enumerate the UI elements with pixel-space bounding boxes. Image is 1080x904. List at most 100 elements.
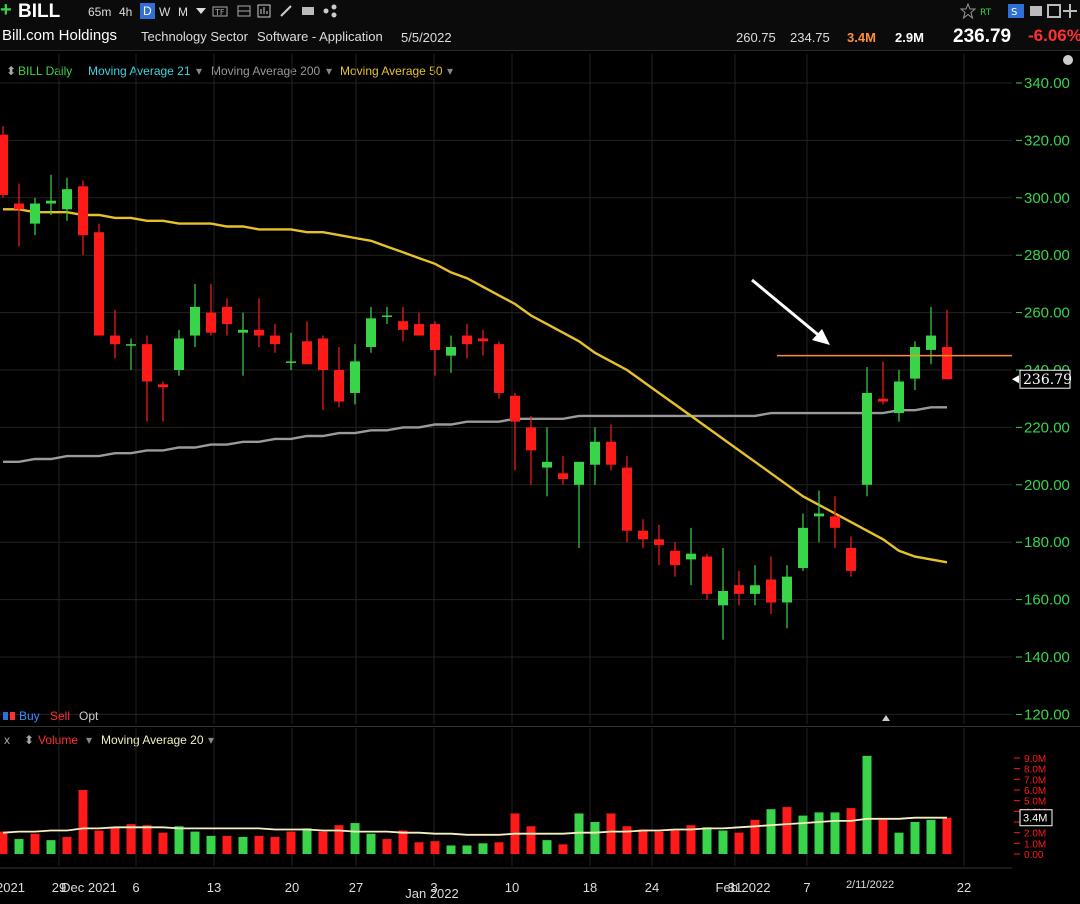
buy-button[interactable]: Buy: [19, 709, 40, 723]
candle-body-5: [78, 186, 88, 236]
x-axis-label-7: Jan 2022: [405, 886, 459, 901]
volume-ma-legend[interactable]: Moving Average 20: [101, 733, 204, 747]
price-chart[interactable]: 340.00320.00300.00280.00260.00240.00220.…: [0, 54, 1080, 724]
candle-body-35: [558, 473, 568, 480]
candle-body-39: [622, 467, 632, 531]
candle-body-4: [62, 189, 72, 210]
volume-bar-47: [750, 819, 760, 854]
candle-body-54: [862, 392, 872, 485]
candle-body-44: [702, 556, 712, 594]
candle-body-15: [238, 329, 248, 333]
indicator-icon[interactable]: [256, 3, 272, 19]
last-price-label: 236.79: [1023, 372, 1072, 388]
volume-legend[interactable]: Volume: [38, 733, 79, 747]
volume-bar-37: [590, 822, 600, 854]
candle-body-49: [782, 576, 792, 603]
y-tick-label-10: 140.00: [1024, 649, 1070, 666]
legend-expand-icon[interactable]: ⬍: [6, 64, 17, 78]
chart-type-icon[interactable]: TF: [212, 3, 228, 19]
legend-ma21-dropdown-icon[interactable]: ▾: [196, 64, 203, 78]
candle-body-16: [254, 329, 264, 336]
ticker-symbol[interactable]: BILL: [18, 1, 61, 22]
volume-bar-36: [574, 813, 584, 854]
vol-tick-label-0: 9.0M: [1024, 754, 1046, 765]
volume-bar-25: [398, 830, 408, 854]
volume-bar-21: [334, 825, 344, 854]
volume-value: 3.4M: [847, 30, 876, 45]
volume-bar-0: [0, 831, 8, 854]
candle-body-31: [494, 344, 504, 393]
layout-icon[interactable]: [236, 3, 252, 19]
legend-ma50-dropdown-icon[interactable]: ▾: [447, 64, 454, 78]
vol-tick-label-4: 5.0M: [1024, 797, 1046, 808]
maximize-icon[interactable]: [1046, 3, 1062, 19]
candle-body-24: [382, 315, 392, 317]
timeframe-dropdown-icon[interactable]: [196, 8, 206, 16]
candle-body-7: [110, 335, 120, 345]
ma50-line: [3, 208, 948, 564]
top-toolbar: + BILL 65m 4h D W M TF RT S: [0, 0, 1080, 24]
candle-body-0: [0, 134, 8, 195]
timeframe-m[interactable]: M: [178, 5, 188, 19]
candle-body-9: [142, 344, 152, 382]
timeframe-65m[interactable]: 65m: [88, 5, 112, 19]
draw-icon[interactable]: [278, 3, 294, 19]
volume-chart[interactable]: 9.0M8.0M7.0M6.0M5.0M4.0M3.0M2.0M1.0M0.00…: [0, 728, 1080, 904]
legend-ma200-dropdown-icon[interactable]: ▾: [326, 64, 333, 78]
volume-bar-31: [494, 842, 504, 854]
x-axis-label-1: 29: [52, 880, 66, 895]
legend-ma200[interactable]: Moving Average 200: [211, 64, 321, 78]
network-icon[interactable]: [322, 3, 338, 19]
share-icon[interactable]: [300, 3, 316, 19]
volume-bar-58: [926, 819, 936, 854]
volume-bar-5: [78, 790, 88, 854]
y-tick-label-8: 180.00: [1024, 534, 1070, 551]
candle-body-13: [206, 312, 216, 333]
candle-body-52: [830, 516, 840, 528]
candle-body-43: [686, 553, 696, 560]
volume-ma-dropdown-icon[interactable]: ▾: [208, 733, 215, 747]
x-axis-label-2: Dec 2021: [61, 880, 117, 895]
volume-bar-24: [382, 839, 392, 854]
trade-icon[interactable]: [2, 710, 16, 722]
industry-label[interactable]: Software - Application: [257, 29, 383, 44]
avg-volume-value: 2.9M: [895, 30, 924, 45]
volume-bar-29: [462, 845, 472, 854]
pane-divider[interactable]: [0, 726, 1080, 727]
candle-body-21: [334, 370, 344, 402]
ma200-line: [3, 406, 947, 463]
volume-bar-52: [830, 812, 840, 854]
minimize-icon[interactable]: [1028, 3, 1044, 19]
y-tick-label-4: 260.00: [1024, 305, 1070, 322]
y-tick-label-2: 300.00: [1024, 190, 1070, 207]
sell-button[interactable]: Sell: [50, 709, 71, 723]
volume-bar-42: [670, 830, 680, 854]
volume-bar-41: [654, 831, 664, 854]
move-icon[interactable]: [1062, 3, 1078, 19]
timeframe-d[interactable]: D: [140, 3, 155, 19]
candle-body-19: [302, 341, 312, 365]
star-icon[interactable]: [960, 3, 976, 19]
last-price-pointer: [1012, 375, 1019, 384]
rt-icon[interactable]: RT: [980, 3, 996, 19]
volume-bar-14: [222, 835, 232, 854]
timeframe-w[interactable]: W: [159, 5, 171, 19]
volume-bar-55: [878, 819, 888, 854]
close-volume-icon[interactable]: x: [4, 733, 10, 747]
timeframe-4h[interactable]: 4h: [119, 5, 133, 19]
sector-label[interactable]: Technology Sector: [141, 29, 248, 44]
legend-ma21[interactable]: Moving Average 21: [88, 64, 191, 78]
volume-dropdown-icon[interactable]: ▾: [86, 733, 93, 747]
legend-ma50[interactable]: Moving Average 50: [340, 64, 443, 78]
volume-bar-9: [142, 825, 152, 854]
volume-bar-27: [430, 841, 440, 854]
s-icon[interactable]: S: [1008, 3, 1024, 19]
volume-bar-50: [798, 815, 808, 854]
volume-bar-59: [942, 817, 952, 854]
candle-body-45: [718, 590, 728, 606]
candle-body-18: [286, 361, 296, 363]
volume-expand-icon[interactable]: ⬍: [24, 733, 35, 747]
opt-button[interactable]: Opt: [79, 709, 99, 723]
add-symbol-icon[interactable]: +: [0, 0, 12, 21]
candle-body-55: [878, 398, 888, 402]
